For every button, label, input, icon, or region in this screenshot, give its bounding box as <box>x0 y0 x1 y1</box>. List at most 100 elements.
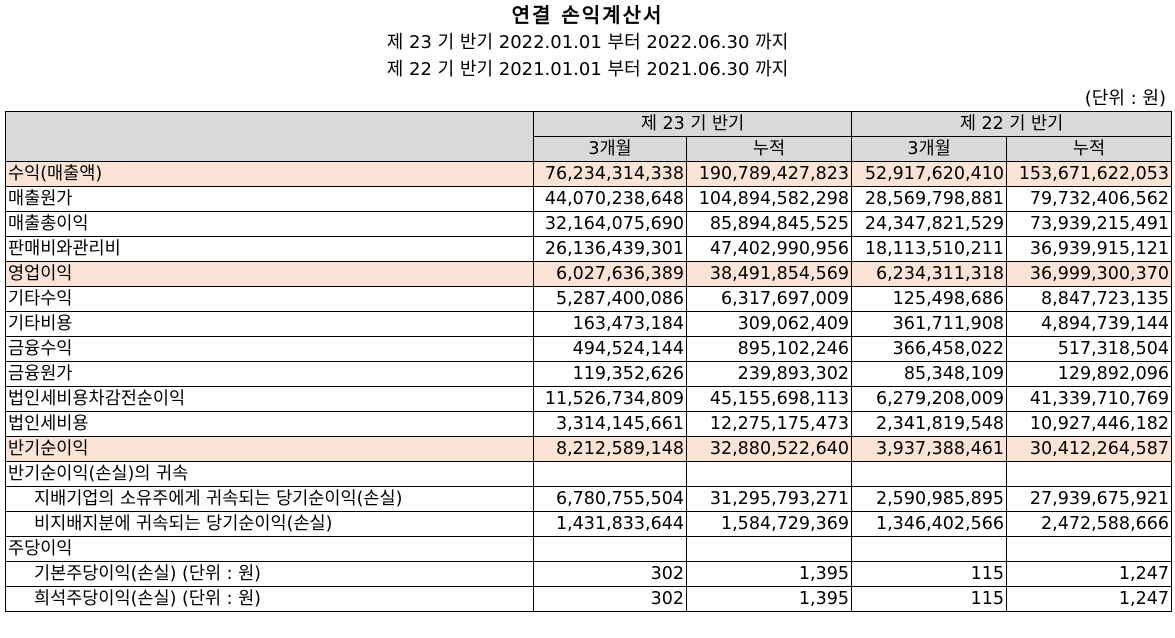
table-row: 법인세비용차감전순이익 11,526,734,809 45,155,698,113 6… <box>5 386 1173 412</box>
amount-cell: 125,498,686 <box>851 286 1008 312</box>
amount-cell: 1,431,833,644 <box>533 511 687 537</box>
amount-cell: 1,395 <box>685 586 853 612</box>
amount-cell: 115 <box>851 561 1008 587</box>
amount-cell: 1,395 <box>685 561 853 587</box>
table-row: 기타비용 163,473,184 309,062,409 361,711,908 4,8… <box>5 311 1173 337</box>
row-label: 지배기업의 소유주에게 귀속되는 당기순이익(손실) <box>5 486 534 512</box>
period-header-prior: 제 22 기 반기 <box>851 111 1173 137</box>
amount-cell <box>685 461 853 487</box>
amount-cell: 302 <box>533 561 687 587</box>
amount-cell: 302 <box>533 586 687 612</box>
amount-cell: 47,402,990,956 <box>685 236 853 262</box>
amount-cell: 239,893,302 <box>685 361 853 387</box>
amount-cell: 190,789,427,823 <box>685 161 853 187</box>
row-label: 비지배지분에 귀속되는 당기순이익(손실) <box>5 511 534 537</box>
row-label: 기본주당이익(손실) (단위 : 원) <box>5 561 534 587</box>
row-label: 희석주당이익(손실) (단위 : 원) <box>5 586 534 612</box>
amount-cell: 10,927,446,182 <box>1006 411 1173 437</box>
amount-cell <box>1006 461 1173 487</box>
row-label: 기타수익 <box>5 286 534 312</box>
subheader-current-3m: 3개월 <box>533 136 687 162</box>
amount-cell: 153,671,622,053 <box>1006 161 1173 187</box>
table-row: 매출원가 44,070,238,648 104,894,582,298 28,569,… <box>5 186 1173 212</box>
row-label: 법인세비용 <box>5 411 534 437</box>
row-label: 반기순이익 <box>5 436 534 462</box>
amount-cell: 3,314,145,661 <box>533 411 687 437</box>
period-header-current: 제 23 기 반기 <box>532 111 853 137</box>
amount-cell: 18,113,510,211 <box>851 236 1008 262</box>
amount-cell <box>533 461 687 487</box>
table-row: 금융수익 494,524,144 895,102,246 366,458,022 517… <box>5 336 1173 362</box>
amount-cell: 36,939,915,121 <box>1006 236 1173 262</box>
table-row: 지배기업의 소유주에게 귀속되는 당기순이익(손실) 6,780,755,504 3… <box>5 486 1173 512</box>
amount-cell: 31,295,793,271 <box>685 486 853 512</box>
row-label: 금융원가 <box>5 361 534 387</box>
amount-cell: 119,352,626 <box>533 361 687 387</box>
table-row: 금융원가 119,352,626 239,893,302 85,348,109 129,… <box>5 361 1173 387</box>
amount-cell: 1,346,402,566 <box>851 511 1008 537</box>
amount-cell <box>851 536 1008 562</box>
table-row: 매출총이익 32,164,075,690 85,894,845,525 24,347,… <box>5 211 1173 237</box>
row-label: 주당이익 <box>5 536 534 562</box>
amount-cell: 24,347,821,529 <box>851 211 1008 237</box>
amount-cell: 6,780,755,504 <box>533 486 687 512</box>
amount-cell <box>1006 536 1173 562</box>
amount-cell: 11,526,734,809 <box>533 386 687 412</box>
amount-cell: 129,892,096 <box>1006 361 1173 387</box>
row-label: 수익(매출액) <box>5 161 534 187</box>
amount-cell: 44,070,238,648 <box>533 186 687 212</box>
amount-cell: 26,136,439,301 <box>533 236 687 262</box>
amount-cell: 517,318,504 <box>1006 336 1173 362</box>
amount-cell: 361,711,908 <box>851 311 1008 337</box>
statement-title: 연결 손익계산서 <box>511 3 664 27</box>
amount-cell: 366,458,022 <box>851 336 1008 362</box>
amount-cell: 6,317,697,009 <box>685 286 853 312</box>
amount-cell <box>685 536 853 562</box>
amount-cell: 4,894,739,144 <box>1006 311 1173 337</box>
row-label: 영업이익 <box>5 261 534 287</box>
row-label: 매출원가 <box>5 186 534 212</box>
amount-cell: 45,155,698,113 <box>685 386 853 412</box>
amount-cell: 895,102,246 <box>685 336 853 362</box>
income-statement-table: 제 23 기 반기 제 22 기 반기 3개월 누적 3개월 누적 수익(매출액… <box>5 111 1173 612</box>
amount-cell: 27,939,675,921 <box>1006 486 1173 512</box>
table-header: 제 23 기 반기 제 22 기 반기 3개월 누적 3개월 누적 <box>5 111 1173 162</box>
table-row: 반기순이익(손실)의 귀속 <box>5 461 1173 487</box>
subheader-prior-cumulative: 누적 <box>1006 136 1173 162</box>
amount-cell <box>533 536 687 562</box>
amount-cell: 5,287,400,086 <box>533 286 687 312</box>
amount-cell: 85,894,845,525 <box>685 211 853 237</box>
amount-cell: 28,569,798,881 <box>851 186 1008 212</box>
subheader-prior-3m: 3개월 <box>851 136 1008 162</box>
account-header-cell <box>5 111 534 162</box>
amount-cell: 494,524,144 <box>533 336 687 362</box>
row-label: 기타비용 <box>5 311 534 337</box>
table-row: 영업이익 6,027,636,389 38,491,854,569 6,234,311… <box>5 261 1173 287</box>
amount-cell: 6,234,311,318 <box>851 261 1008 287</box>
amount-cell: 2,341,819,548 <box>851 411 1008 437</box>
amount-cell: 115 <box>851 586 1008 612</box>
amount-cell: 104,894,582,298 <box>685 186 853 212</box>
table-row: 기본주당이익(손실) (단위 : 원) 302 1,395 115 1,247 <box>5 561 1173 587</box>
table-row: 판매비와관리비 26,136,439,301 47,402,990,956 18,11… <box>5 236 1173 262</box>
amount-cell: 1,247 <box>1006 561 1173 587</box>
amount-cell: 41,339,710,769 <box>1006 386 1173 412</box>
row-label: 매출총이익 <box>5 211 534 237</box>
amount-cell: 32,880,522,640 <box>685 436 853 462</box>
amount-cell: 12,275,175,473 <box>685 411 853 437</box>
amount-cell: 32,164,075,690 <box>533 211 687 237</box>
amount-cell: 76,234,314,338 <box>533 161 687 187</box>
amount-cell: 1,584,729,369 <box>685 511 853 537</box>
amount-cell: 8,847,723,135 <box>1006 286 1173 312</box>
amount-cell: 30,412,264,587 <box>1006 436 1173 462</box>
row-label: 법인세비용차감전순이익 <box>5 386 534 412</box>
amount-cell: 2,472,588,666 <box>1006 511 1173 537</box>
amount-cell: 309,062,409 <box>685 311 853 337</box>
amount-cell: 85,348,109 <box>851 361 1008 387</box>
amount-cell: 38,491,854,569 <box>685 261 853 287</box>
row-label: 판매비와관리비 <box>5 236 534 262</box>
amount-cell: 73,939,215,491 <box>1006 211 1173 237</box>
unit-label: (단위 : 원) <box>1084 88 1166 109</box>
amount-cell: 36,999,300,370 <box>1006 261 1173 287</box>
amount-cell: 6,027,636,389 <box>533 261 687 287</box>
